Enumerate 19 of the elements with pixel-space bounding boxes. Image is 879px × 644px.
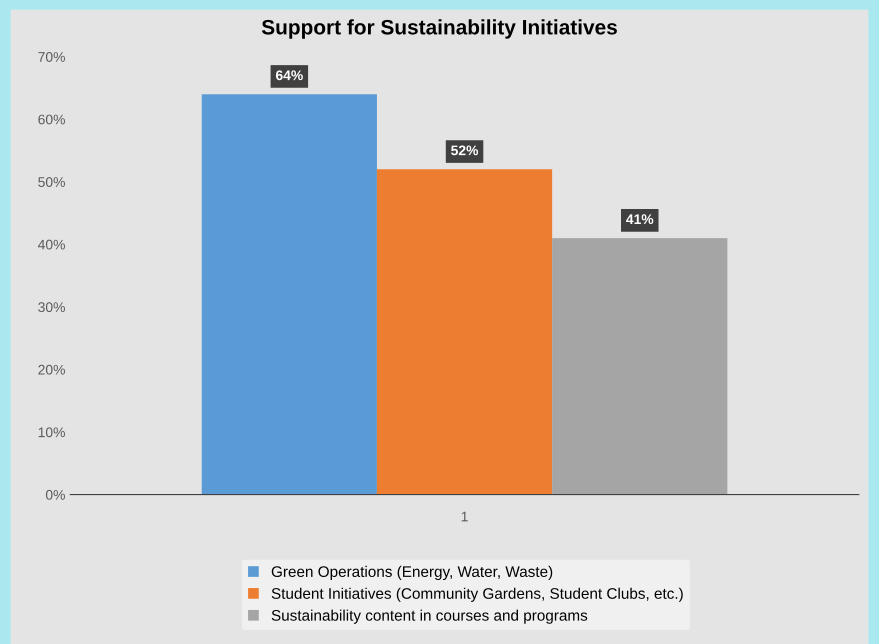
y-tick-label: 10%: [38, 427, 65, 438]
y-tick-label: 0%: [46, 490, 65, 500]
legend-label: Student Initiatives (Community Gardens, Student Clubs, etc.): [272, 588, 683, 602]
bar: [376, 169, 552, 495]
data-label: 52%: [451, 145, 478, 156]
x-tick-label: 1: [462, 512, 468, 522]
bar: [552, 238, 728, 495]
legend-label: Sustainability content in courses and programs: [272, 610, 588, 624]
y-tick-label: 20%: [38, 364, 65, 375]
data-label: 41%: [626, 214, 654, 224]
bar: [202, 94, 377, 495]
y-tick-label: 60%: [38, 114, 65, 124]
chart-title: Support for Sustainability Initiatives: [262, 19, 617, 39]
y-tick-label: 70%: [38, 52, 65, 62]
y-tick-label: 30%: [38, 302, 65, 312]
y-tick-label: 40%: [38, 240, 65, 250]
y-tick-label: 50%: [38, 177, 65, 187]
data-label: 64%: [276, 70, 303, 80]
legend-label: Green Operations (Energy, Water, Waste): [272, 566, 552, 580]
